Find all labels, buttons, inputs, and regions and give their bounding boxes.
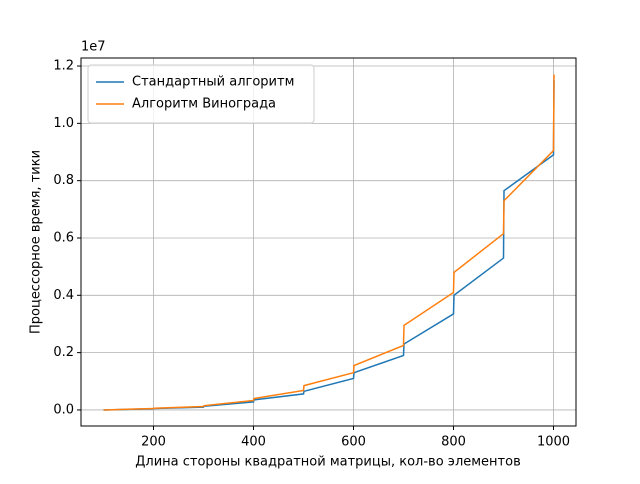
offset-label: 1e7: [81, 40, 106, 55]
x-axis-label: Длина стороны квадратной матрицы, кол-во…: [135, 455, 521, 470]
x-tick-label: 800: [441, 435, 466, 450]
y-tick-label: 0.8: [53, 173, 74, 188]
x-tick-label: 200: [141, 435, 166, 450]
x-tick-label: 1000: [537, 435, 570, 450]
y-tick-label: 1.0: [53, 116, 74, 131]
legend-label: Алгоритм Винограда: [132, 97, 276, 112]
y-tick-label: 0.4: [53, 288, 74, 303]
y-tick-label: 0.6: [53, 230, 74, 245]
y-axis-label: Процессорное время, тики: [29, 150, 44, 334]
axes-frame: [80, 57, 577, 427]
plot-area: [81, 58, 576, 426]
x-tick-label: 600: [341, 435, 366, 450]
y-tick-label: 0.2: [53, 345, 74, 360]
y-tick-label: 1.2: [53, 59, 74, 74]
line-series: [103, 74, 555, 411]
legend-box: [87, 64, 315, 124]
legend-label: Стандартный алгоритм: [132, 75, 294, 90]
x-tick-label: 400: [241, 435, 266, 450]
y-tick-label: 0.0: [53, 402, 74, 417]
